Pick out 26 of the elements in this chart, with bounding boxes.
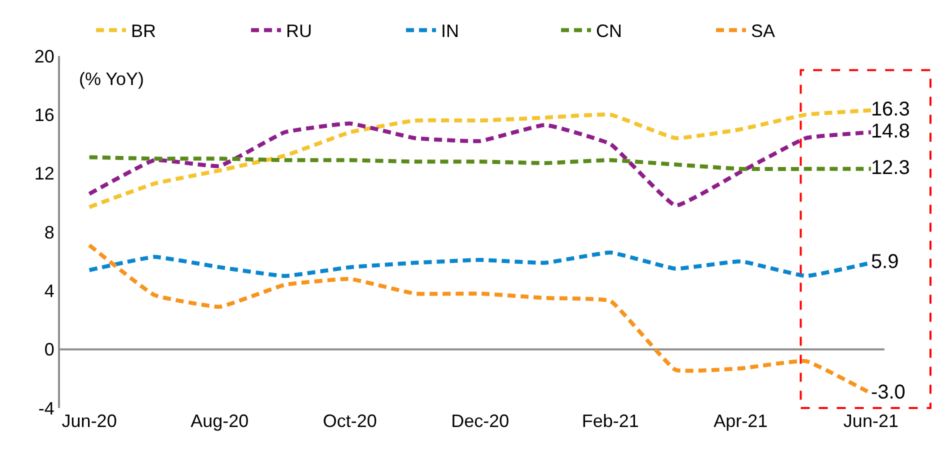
- y-tick-label: 20: [34, 46, 54, 66]
- x-tick-label: Jun-21: [843, 411, 898, 431]
- legend-label: SA: [751, 21, 776, 42]
- y-tick-label: -4: [38, 398, 54, 418]
- x-tick-label: Aug-20: [190, 411, 249, 431]
- y-tick-label: 4: [44, 280, 54, 301]
- x-tick-label: Feb-21: [582, 411, 639, 431]
- x-tick-label: Jun-20: [62, 411, 117, 431]
- data-label: 16.3: [870, 98, 910, 120]
- y-tick-label: 12: [34, 164, 54, 184]
- x-tick-label: Oct-20: [322, 411, 377, 431]
- data-label: 14.8: [870, 120, 910, 142]
- line-series: [87, 155, 873, 172]
- legend-label: BR: [131, 21, 156, 42]
- legend-label: RU: [286, 21, 312, 42]
- legend-label: CN: [596, 21, 622, 42]
- legend-label: IN: [441, 21, 459, 42]
- y-tick-label: 16: [34, 104, 54, 125]
- data-label: 12.3: [870, 156, 910, 179]
- y-axis-title: (% YoY): [79, 69, 144, 89]
- y-tick-label: 8: [44, 222, 54, 242]
- x-tick-label: Dec-20: [451, 411, 510, 431]
- x-tick-label: Apr-21: [714, 411, 768, 431]
- data-label: -3.0: [870, 381, 906, 404]
- y-tick-label: 0: [44, 340, 54, 360]
- data-label: 5.9: [870, 250, 899, 273]
